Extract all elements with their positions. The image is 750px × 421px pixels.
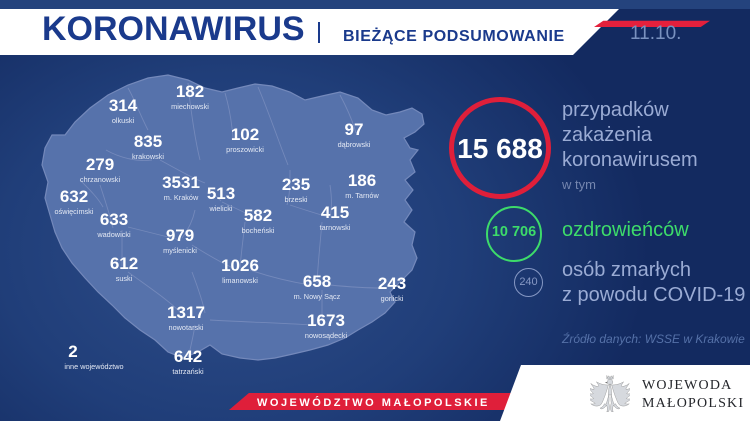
svg-text:513: 513 [207,184,235,203]
svg-text:182: 182 [176,82,204,101]
svg-text:3531: 3531 [162,173,200,192]
svg-text:m. Tarnów: m. Tarnów [345,191,379,200]
svg-text:415: 415 [321,203,349,222]
svg-text:nowotarski: nowotarski [169,323,204,332]
svg-text:612: 612 [110,254,138,273]
svg-text:nowosądecki: nowosądecki [305,331,348,340]
svg-text:633: 633 [100,210,128,229]
svg-text:chrzanowski: chrzanowski [80,175,121,184]
svg-text:wadowicki: wadowicki [96,230,131,239]
svg-text:m. Nowy Sącz: m. Nowy Sącz [294,292,341,301]
svg-text:tatrzański: tatrzański [172,367,204,376]
svg-text:gorlicki: gorlicki [381,294,404,303]
svg-text:1673: 1673 [307,311,345,330]
svg-text:97: 97 [345,120,364,139]
svg-text:dąbrowski: dąbrowski [338,140,371,149]
svg-text:235: 235 [282,175,310,194]
svg-text:tarnowski: tarnowski [320,223,351,232]
svg-text:243: 243 [378,274,406,293]
svg-text:bocheński: bocheński [242,226,275,235]
svg-text:myślenicki: myślenicki [163,246,197,255]
svg-text:582: 582 [244,206,272,225]
svg-text:olkuski: olkuski [112,116,135,125]
svg-text:102: 102 [231,125,259,144]
svg-text:brzeski: brzeski [284,195,307,204]
svg-text:proszowicki: proszowicki [226,145,264,154]
svg-text:suski: suski [116,274,133,283]
svg-text:632: 632 [60,187,88,206]
svg-text:inne województwo: inne województwo [64,362,123,371]
svg-text:1317: 1317 [167,303,205,322]
svg-text:wielicki: wielicki [208,204,232,213]
svg-text:1026: 1026 [221,256,259,275]
svg-text:limanowski: limanowski [222,276,258,285]
svg-text:658: 658 [303,272,331,291]
svg-text:642: 642 [174,347,202,366]
svg-text:979: 979 [166,226,194,245]
svg-text:oświęcimski: oświęcimski [55,207,94,216]
svg-text:314: 314 [109,96,138,115]
svg-text:miechowski: miechowski [171,102,209,111]
svg-text:186: 186 [348,171,376,190]
svg-text:krakowski: krakowski [132,152,164,161]
svg-text:2: 2 [68,342,77,361]
svg-text:m. Kraków: m. Kraków [164,193,199,202]
svg-text:279: 279 [86,155,114,174]
svg-text:835: 835 [134,132,162,151]
